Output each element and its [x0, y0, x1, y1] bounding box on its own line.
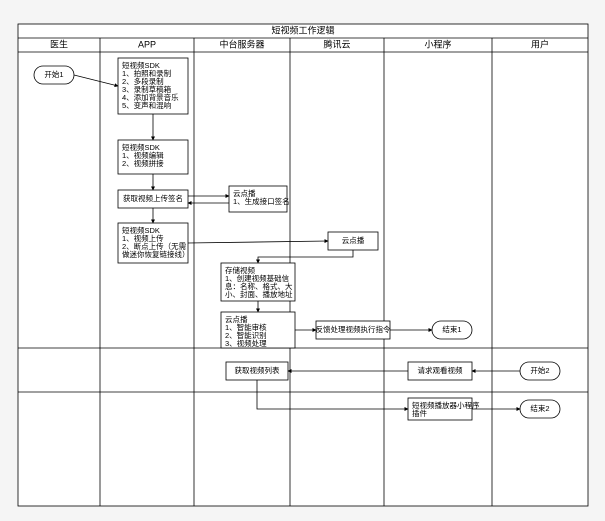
lane-header: 用户 [531, 38, 549, 49]
lane-header: 腾讯云 [323, 38, 350, 49]
diagram-svg: 短视频工作逻辑医生APP中台服务器腾讯云小程序用户开始1短视频SDK1、拍照和录… [0, 0, 605, 521]
pool [18, 24, 588, 506]
getSig-label: 获取视频上传签名 [123, 193, 183, 203]
lane-header: APP [138, 39, 156, 49]
end1-label: 结束1 [442, 324, 461, 334]
sdk1-line: 5、变声和混响 [122, 100, 171, 110]
player-line: 插件 [412, 408, 427, 418]
start2-label: 开始2 [530, 365, 549, 375]
cmdExec-label: 反馈处理视频执行指令 [316, 324, 391, 334]
reqView-label: 请求观看视频 [418, 365, 463, 375]
diagram-title: 短视频工作逻辑 [271, 24, 334, 35]
end2-label: 结束2 [530, 403, 549, 413]
lane-header: 小程序 [424, 38, 451, 49]
getList-label: 获取视频列表 [235, 365, 280, 375]
lane-header: 医生 [50, 38, 68, 49]
store-line: 小、封面、播放地址 [225, 289, 293, 299]
start1-label: 开始1 [44, 69, 63, 79]
sdk2-line: 2、视频拼接 [122, 158, 164, 168]
swimlane-diagram: 七分 · 产品原型工作室七分 · 产品原型工作室七分 · 产品原型工作室 短视频… [0, 0, 605, 521]
lane-header: 中台服务器 [219, 38, 264, 49]
cloudProc-line: 3、视频处理 [225, 338, 267, 348]
cloudApi-line: 1、生成接口签名 [233, 196, 290, 206]
cloud2-label: 云点播 [342, 235, 365, 245]
sdk3-line: 做迷你恢复链接线） [122, 249, 190, 259]
